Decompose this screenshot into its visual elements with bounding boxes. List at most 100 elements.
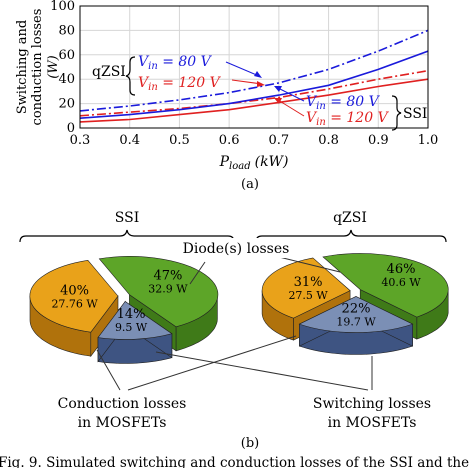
y-tick-label: 0: [67, 121, 75, 136]
vin-sub: in: [316, 117, 326, 128]
y-tick-label: 40: [58, 72, 75, 87]
qzsi-slice-percent: 46%: [387, 262, 416, 277]
x-tick-label: 0.7: [269, 133, 290, 148]
panel-a-label: (a): [241, 177, 259, 192]
qzsi-vin80-label: Vin = 80 V: [138, 54, 213, 72]
plot-frame: [79, 5, 429, 129]
qzsi-pie: 46%40.6 W31%27.5 W22%19.7 W: [261, 253, 449, 355]
line-chart-panel: 0.3 0.4 0.5 0.6 0.7 0.8 0.9 1.0 0 20 40 60 80 100 Swi…: [15, 0, 438, 192]
ssi-top-brace: [19, 229, 235, 243]
diode-leader-ssi: [189, 261, 206, 285]
series-line-qzsi-vin80: [80, 29, 428, 112]
diode-losses-label: Diode(s) losses: [183, 241, 290, 257]
y-tick-label: 100: [50, 0, 75, 14]
ssi-slice-watts: 27.76 W: [51, 297, 98, 310]
ssi-slice-switching: 14%9.5 W: [97, 300, 173, 364]
pie-chart-panel: SSI qZSI 47%32.9 W40%27.76 W14%9.5 W 46%…: [19, 210, 449, 451]
y-axis-label-line1: Switching and: [15, 20, 30, 115]
ssi-vin120-arrowhead: [274, 98, 282, 104]
qzsi-pie-title: qZSI: [333, 210, 367, 226]
conduction-losses-label-line2: in MOSFETs: [78, 415, 167, 431]
diode-label-bg: [176, 238, 294, 258]
x-tick-label: 0.9: [368, 133, 389, 148]
leader-lines: [96, 255, 373, 391]
qzsi-group-label: qZSI: [92, 64, 126, 80]
qzsi-vin80-pointer: [225, 61, 260, 77]
x-tick-label: 0.4: [119, 133, 140, 148]
ssi-vin80-arrowhead: [274, 86, 282, 92]
x-tick-label: 0.6: [219, 133, 240, 148]
switching-losses-label-line2: in MOSFETs: [328, 415, 417, 431]
qzsi-top-brace: [255, 229, 447, 243]
x-axis-label-main: P: [219, 154, 230, 170]
ssi-vin80-pointer: [277, 87, 305, 102]
series-line-ssi-vin120: [80, 78, 428, 123]
qzsi-slice-percent: 31%: [294, 275, 323, 290]
qzsi-vin120-arrowhead: [257, 81, 265, 87]
ssi-pie: 47%32.9 W40%27.76 W14%9.5 W: [29, 256, 219, 364]
diode-leader-qzsi: [274, 255, 341, 273]
conduction-losses-label-line1: Conduction losses: [58, 396, 187, 412]
y-axis-label-line2: conduction losses: [30, 9, 45, 126]
chart-series-group: [80, 29, 428, 123]
ssi-slice-percent: 47%: [153, 268, 182, 283]
ssi-brace: [391, 95, 402, 131]
vin-prefix: V: [138, 54, 150, 70]
vin80-rest: = 80 V: [158, 54, 213, 70]
figure-caption: Fig. 9. Simulated switching and conducti…: [0, 455, 469, 468]
qzsi-slice-percent: 22%: [342, 301, 371, 316]
series-line-ssi-vin80: [80, 50, 428, 119]
ssi-slice-watts: 32.9 W: [148, 282, 188, 295]
chart-ticks: 0.3 0.4 0.5 0.6 0.7 0.8 0.9 1.0 0 20 40 60 80 100: [50, 0, 438, 148]
ssi-vin120-label: Vin = 120 V: [306, 110, 390, 128]
series-line-qzsi-vin120: [80, 69, 428, 117]
x-axis-label-unit: (kW): [255, 154, 289, 170]
vin-prefix: V: [306, 94, 318, 110]
ssi-vin80-label: Vin = 80 V: [306, 94, 381, 112]
x-tick-label: 1.0: [418, 133, 439, 148]
qzsi-slice-top: [298, 296, 414, 333]
qzsi-slice-switching: 22%19.7 W: [298, 296, 414, 355]
ssi-group-label: SSI: [403, 106, 427, 122]
vin-sub: in: [148, 82, 158, 93]
y-axis-label-unit: (W): [46, 55, 61, 79]
vin80-rest: = 80 V: [326, 94, 381, 110]
ssi-slice-top: [97, 301, 173, 340]
x-tick-label: 0.5: [169, 133, 190, 148]
ssi-slice-diode: 47%32.9 W: [98, 256, 219, 352]
qzsi-vin80-arrowhead: [254, 71, 262, 78]
ssi-slice-conduction: 40%27.76 W: [29, 259, 119, 358]
qzsi-slice-watts: 27.5 W: [288, 289, 328, 302]
switching-leader-ssi: [155, 351, 369, 391]
ssi-vin120-pointer: [277, 99, 305, 117]
ssi-slice-watts: 9.5 W: [115, 321, 148, 334]
vin120-rest: = 120 V: [158, 75, 222, 91]
ssi-pie-title: SSI: [115, 210, 139, 226]
ssi-slice-percent: 14%: [117, 307, 146, 322]
ssi-slice-percent: 40%: [60, 283, 89, 298]
vin-prefix: V: [138, 75, 150, 91]
vin-sub: in: [148, 61, 158, 72]
qzsi-vin120-label: Vin = 120 V: [138, 75, 222, 93]
x-axis-label-sub: load: [229, 161, 251, 172]
y-tick-label: 80: [58, 23, 75, 38]
x-tick-label: 0.8: [318, 133, 339, 148]
vin120-rest: = 120 V: [326, 110, 390, 126]
ssi-slice-top: [98, 256, 219, 328]
vin-prefix: V: [306, 110, 318, 126]
qzsi-slice-top: [322, 253, 449, 318]
ssi-slice-top: [29, 259, 119, 333]
conduction-leader-ssi: [96, 349, 121, 391]
y-tick-label: 20: [58, 97, 75, 112]
y-tick-label: 60: [58, 48, 75, 63]
conduction-leader-qzsi: [127, 335, 297, 391]
qzsi-brace: [125, 56, 136, 96]
panel-b-label: (b): [241, 436, 259, 451]
x-axis-label: Pload (kW): [219, 154, 289, 172]
qzsi-slice-watts: 19.7 W: [336, 315, 376, 328]
vin-sub: in: [316, 101, 326, 112]
switching-losses-label-line1: Switching losses: [313, 396, 431, 412]
qzsi-slice-watts: 40.6 W: [381, 276, 421, 289]
qzsi-slice-top: [261, 257, 351, 319]
